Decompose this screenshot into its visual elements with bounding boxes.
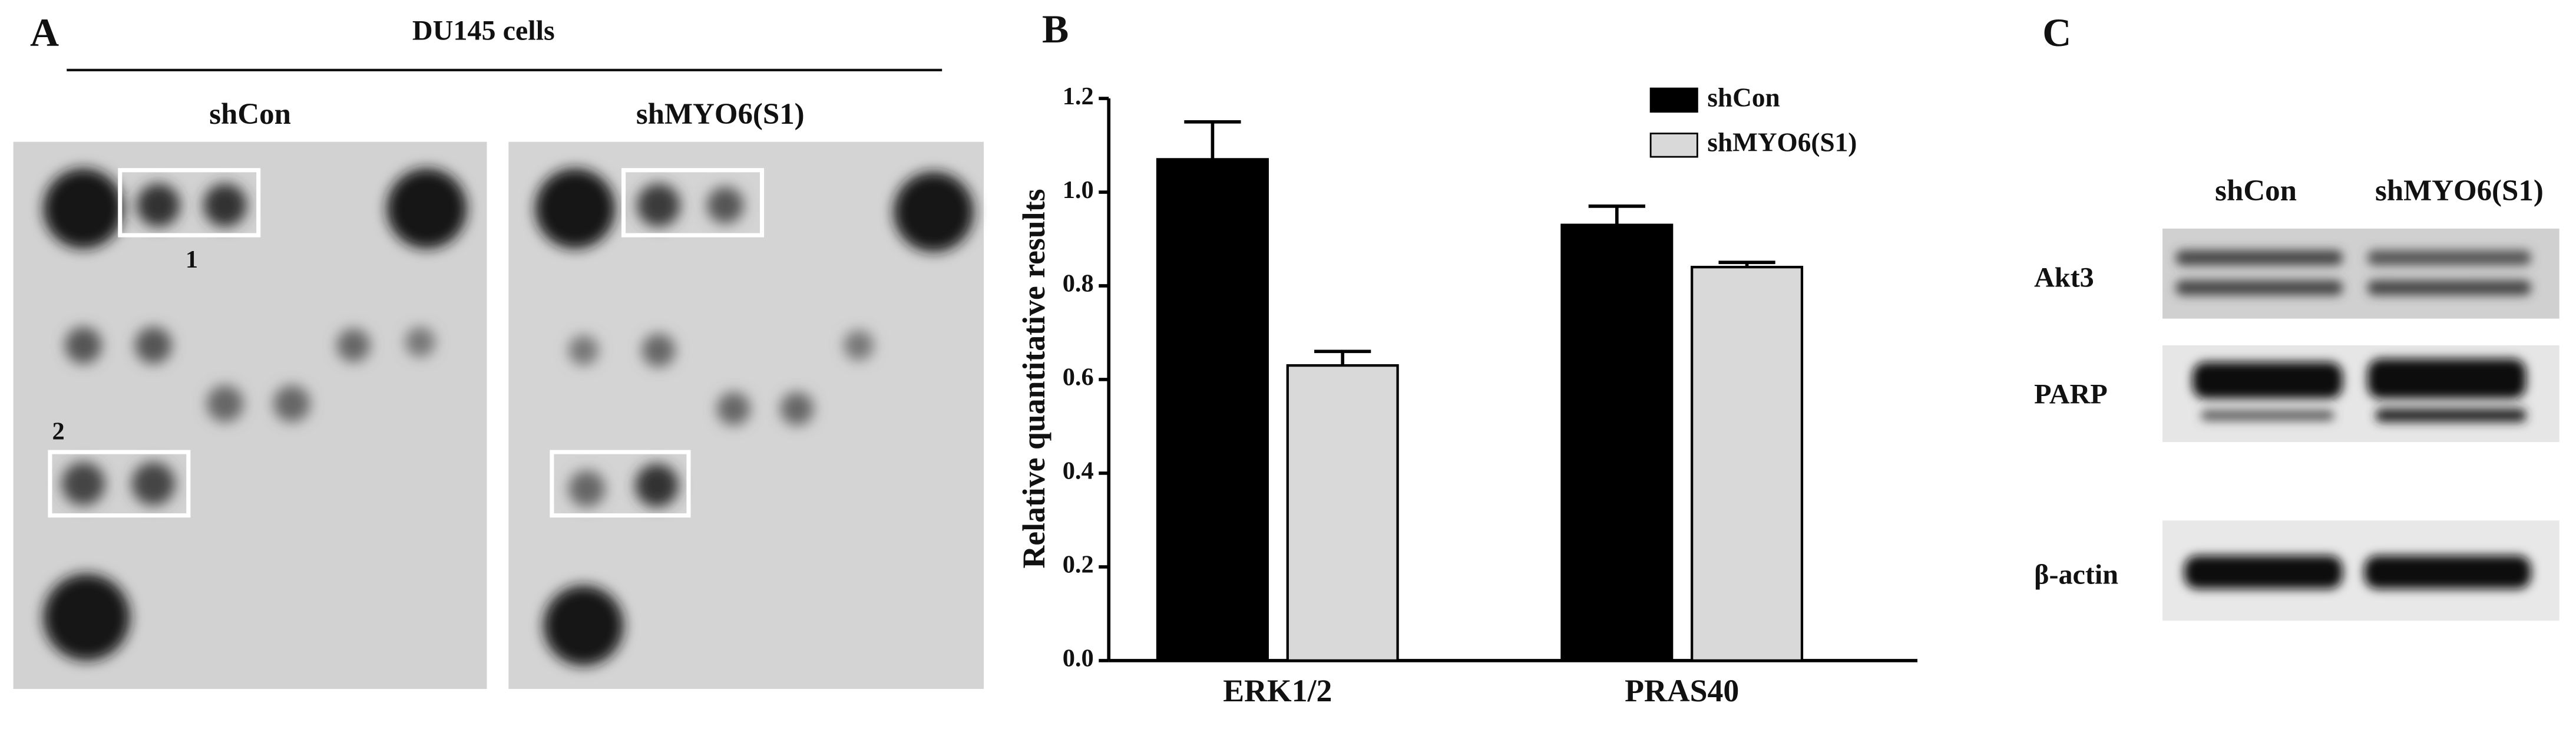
highlight-box [118,168,261,237]
column-label: shMYO6(S1) [2375,174,2544,207]
box-label: 1 [186,246,198,273]
y-tick-label: 0.4 [1063,457,1094,485]
blot-strip [2162,228,2560,319]
bar-chart: B Relative quantitative results 0.0 0.2 0.… [1016,6,1917,708]
panel-label: C [2042,10,2071,55]
box-label: 2 [52,418,64,446]
bar [1691,266,1804,662]
panel-label: B [1042,6,1069,51]
legend-label: shMYO6(S1) [1707,128,1857,157]
column-label: shMYO6(S1) [636,98,805,131]
dot-blots [13,141,984,690]
column-label: shCon [209,98,291,131]
x-tick-label: ERK1/2 [1223,673,1332,708]
y-tick-label: 1.0 [1063,176,1094,204]
legend-label: shCon [1707,83,1780,112]
y-tick-label: 0.0 [1063,645,1094,672]
x-tick-label: PRAS40 [1625,673,1739,708]
row-label: Akt3 [2034,262,2094,293]
bar [1286,364,1399,662]
error-bar [1184,120,1241,160]
error-bar [1588,204,1645,225]
western-blots [2162,228,2560,621]
y-tick-label: 0.6 [1063,364,1094,391]
y-axis-title: Relative quantitative results [1016,189,1051,568]
y-tick-label: 0.8 [1063,270,1094,298]
column-label: shCon [2215,174,2297,207]
bar [1560,223,1674,662]
legend-swatch [1649,133,1698,158]
blot-bands [2175,250,2531,589]
panel-label: A [30,10,59,55]
highlight-box [621,168,765,237]
error-bar [1314,349,1371,366]
y-tick-label: 0.2 [1063,551,1094,579]
row-label: PARP [2034,379,2108,410]
blot-spots [43,168,974,666]
row-label: β-actin [2034,559,2118,590]
legend-swatch [1649,87,1698,113]
highlight-box [48,450,191,518]
panel-title: DU145 cells [412,15,555,47]
highlight-box [550,450,691,518]
y-tick-label: 1.2 [1063,83,1094,110]
bar [1156,158,1269,662]
